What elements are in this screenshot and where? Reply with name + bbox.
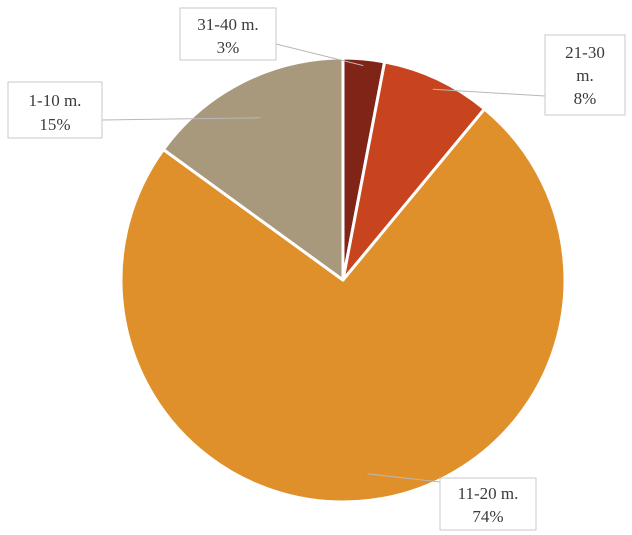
slice-range-label: 1-10 m. (29, 91, 82, 110)
slice-label-31-40: 31-40 m. 3% (179, 7, 277, 61)
label-box (544, 34, 626, 116)
label-box (179, 7, 277, 61)
pie-slice-11-20-m (119, 107, 567, 504)
slice-range-label: 31-40 m. (197, 15, 258, 34)
slice-range-label-line2: m. (576, 66, 593, 85)
slice-range-label: 21-30 (565, 43, 605, 62)
slice-percent-label: 8% (574, 89, 597, 108)
leader-line (275, 43, 364, 67)
pie-slice-1-10-m (161, 56, 345, 282)
slice-percent-label: 3% (217, 38, 240, 57)
pie-slice-21-30-m (341, 60, 487, 282)
leader-lines (101, 43, 546, 483)
label-box (439, 477, 537, 531)
label-box (7, 81, 103, 139)
leader-line (432, 88, 546, 97)
slice-percent-label: 15% (39, 115, 70, 134)
leader-line (367, 473, 441, 483)
slice-label-11-20: 11-20 m. 74% (439, 477, 537, 531)
slice-range-label: 11-20 m. (458, 484, 519, 503)
leader-line (101, 117, 261, 121)
pie-slices (119, 56, 567, 504)
slice-percent-label: 74% (472, 507, 503, 526)
slice-label-1-10: 1-10 m. 15% (7, 81, 103, 139)
slice-label-21-30: 21-30 m. 8% (544, 34, 626, 116)
